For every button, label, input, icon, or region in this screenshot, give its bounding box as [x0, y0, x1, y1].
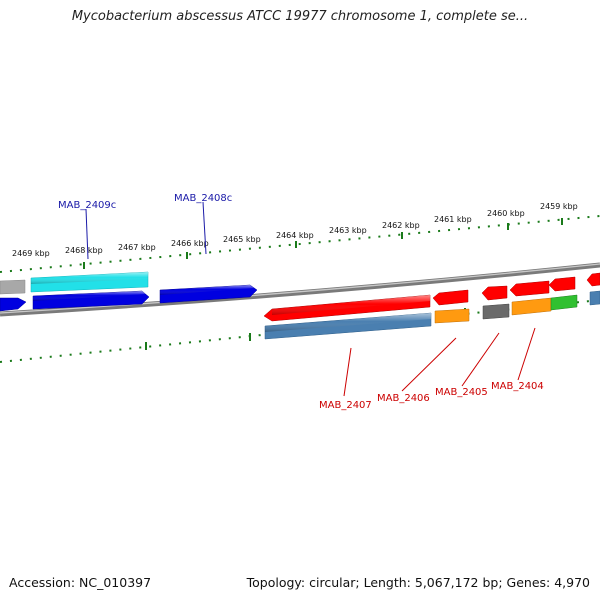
- map-title: Mycobacterium abscessus ATCC 19977 chrom…: [71, 9, 529, 24]
- scale-label: 2469 kbp: [12, 249, 50, 258]
- gene-feature-red[interactable]: [432, 289, 469, 306]
- gene-label-mab-2406[interactable]: MAB_2406: [377, 393, 430, 404]
- scale-label: 2461 kbp: [434, 215, 472, 224]
- scale-label: 2467 kbp: [118, 243, 156, 252]
- gene-feature-gray[interactable]: [0, 279, 26, 295]
- scale-labels: 2469 kbp 2468 kbp 2467 kbp 2466 kbp 2465…: [12, 202, 578, 258]
- gene-feature-green[interactable]: [550, 294, 578, 311]
- gene-feature-gray[interactable]: [482, 303, 510, 320]
- gene-feature-orange[interactable]: [434, 308, 470, 324]
- scale-label: 2465 kbp: [223, 235, 261, 244]
- gene-feature-red[interactable]: [481, 285, 508, 301]
- gene-label-mab-2405[interactable]: MAB_2405: [435, 387, 488, 398]
- scale-label: 2468 kbp: [65, 246, 103, 255]
- major-ticks-upper: [83, 218, 563, 269]
- gene-feature-red[interactable]: [586, 272, 600, 287]
- gene-label-mab-2408c[interactable]: MAB_2408c: [174, 193, 232, 204]
- gene-label-mab-2404[interactable]: MAB_2404: [491, 381, 544, 392]
- scale-label: 2463 kbp: [329, 226, 367, 235]
- forward-gene-labels: MAB_2409c MAB_2408c: [58, 193, 232, 260]
- accession-text: Accession: NC_010397: [9, 575, 152, 590]
- upper-tick-row: [0, 215, 600, 273]
- gene-feature-steelblue[interactable]: [589, 290, 600, 306]
- genome-summary-text: Topology: circular; Length: 5,067,172 bp…: [246, 575, 590, 590]
- gene-feature-red[interactable]: [548, 276, 576, 292]
- gene-feature-red[interactable]: [509, 280, 550, 297]
- scale-label: 2459 kbp: [540, 202, 578, 211]
- forward-strand-features: [0, 271, 258, 312]
- scale-label: 2464 kbp: [276, 231, 314, 240]
- gene-label-mab-2407[interactable]: MAB_2407: [319, 400, 372, 411]
- scale-label: 2460 kbp: [487, 209, 525, 218]
- reverse-strand-features: [263, 272, 600, 340]
- gene-label-mab-2409c[interactable]: MAB_2409c: [58, 200, 116, 211]
- gene-feature-orange[interactable]: [511, 297, 552, 316]
- gene-feature-blue[interactable]: [0, 297, 27, 312]
- scale-label: 2466 kbp: [171, 239, 209, 248]
- scale-label: 2462 kbp: [382, 221, 420, 230]
- reverse-gene-labels: MAB_2407 MAB_2406 MAB_2405 MAB_2404: [319, 327, 544, 411]
- chromosome-backbone: [0, 262, 600, 317]
